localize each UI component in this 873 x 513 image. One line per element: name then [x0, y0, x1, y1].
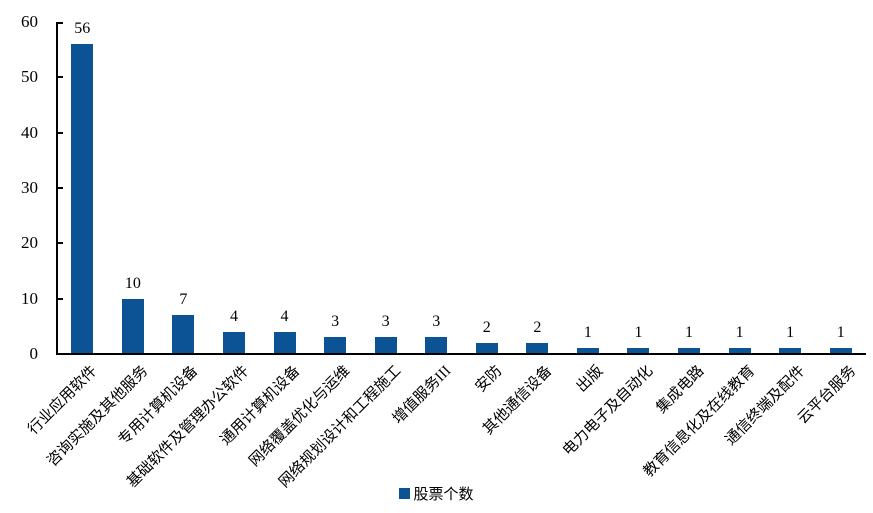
y-axis-tick-mark [57, 76, 63, 79]
bar-value-label: 3 [432, 313, 441, 331]
bar [475, 342, 498, 354]
bar-value-label: 3 [331, 313, 340, 331]
x-axis-category-label: 电力电子及自动化 [560, 363, 657, 460]
bar [728, 348, 751, 354]
y-axis-tick-mark [57, 22, 63, 24]
y-axis-tick-label: 0 [29, 344, 39, 363]
bar-value-label: 56 [74, 20, 91, 38]
bar [222, 331, 245, 354]
bar-value-label: 4 [280, 307, 289, 325]
legend-label: 股票个数 [413, 487, 474, 503]
bar-value-label: 4 [229, 307, 238, 325]
bar [172, 315, 195, 354]
y-axis-tick-label: 10 [21, 288, 38, 308]
bar-value-label: 2 [482, 318, 491, 336]
bar-value-label: 2 [533, 318, 542, 336]
bar [779, 348, 802, 354]
bar-value-label: 1 [735, 324, 744, 342]
y-axis-tick-label: 40 [21, 122, 38, 142]
y-axis-tick-label: 60 [21, 12, 38, 31]
y-axis-tick-label: 20 [21, 233, 38, 253]
bar [576, 348, 599, 354]
legend: 股票个数 [0, 483, 873, 504]
bar [627, 348, 650, 354]
bar-value-label: 7 [179, 291, 188, 309]
y-axis-tick-label: 30 [21, 178, 38, 197]
bar [374, 337, 397, 354]
x-axis-category-label: 出版 [573, 363, 607, 396]
bar-value-label: 1 [583, 324, 592, 342]
bar [526, 342, 549, 354]
bar-value-label: 1 [685, 324, 694, 342]
x-axis-category-label: 安防 [472, 363, 506, 396]
bar [121, 298, 144, 354]
bar [273, 331, 296, 354]
bar [71, 44, 94, 354]
bar-value-label: 1 [786, 324, 795, 342]
bar-value-label: 3 [381, 313, 390, 331]
y-axis-tick-mark [57, 297, 63, 300]
bar-value-label: 1 [634, 324, 643, 342]
bar-value-label: 1 [836, 324, 845, 342]
y-axis-line [56, 22, 58, 355]
bar [324, 337, 347, 354]
bar-value-label: 10 [124, 274, 141, 292]
bar [829, 348, 852, 354]
y-axis-tick-label: 50 [21, 67, 38, 87]
x-axis-line [56, 353, 866, 355]
y-axis-tick-mark [57, 187, 63, 189]
bar [425, 337, 448, 354]
legend-marker-square [399, 488, 411, 499]
y-axis-tick-mark [57, 242, 63, 245]
bar [678, 348, 701, 354]
y-axis-tick-mark [57, 131, 63, 134]
